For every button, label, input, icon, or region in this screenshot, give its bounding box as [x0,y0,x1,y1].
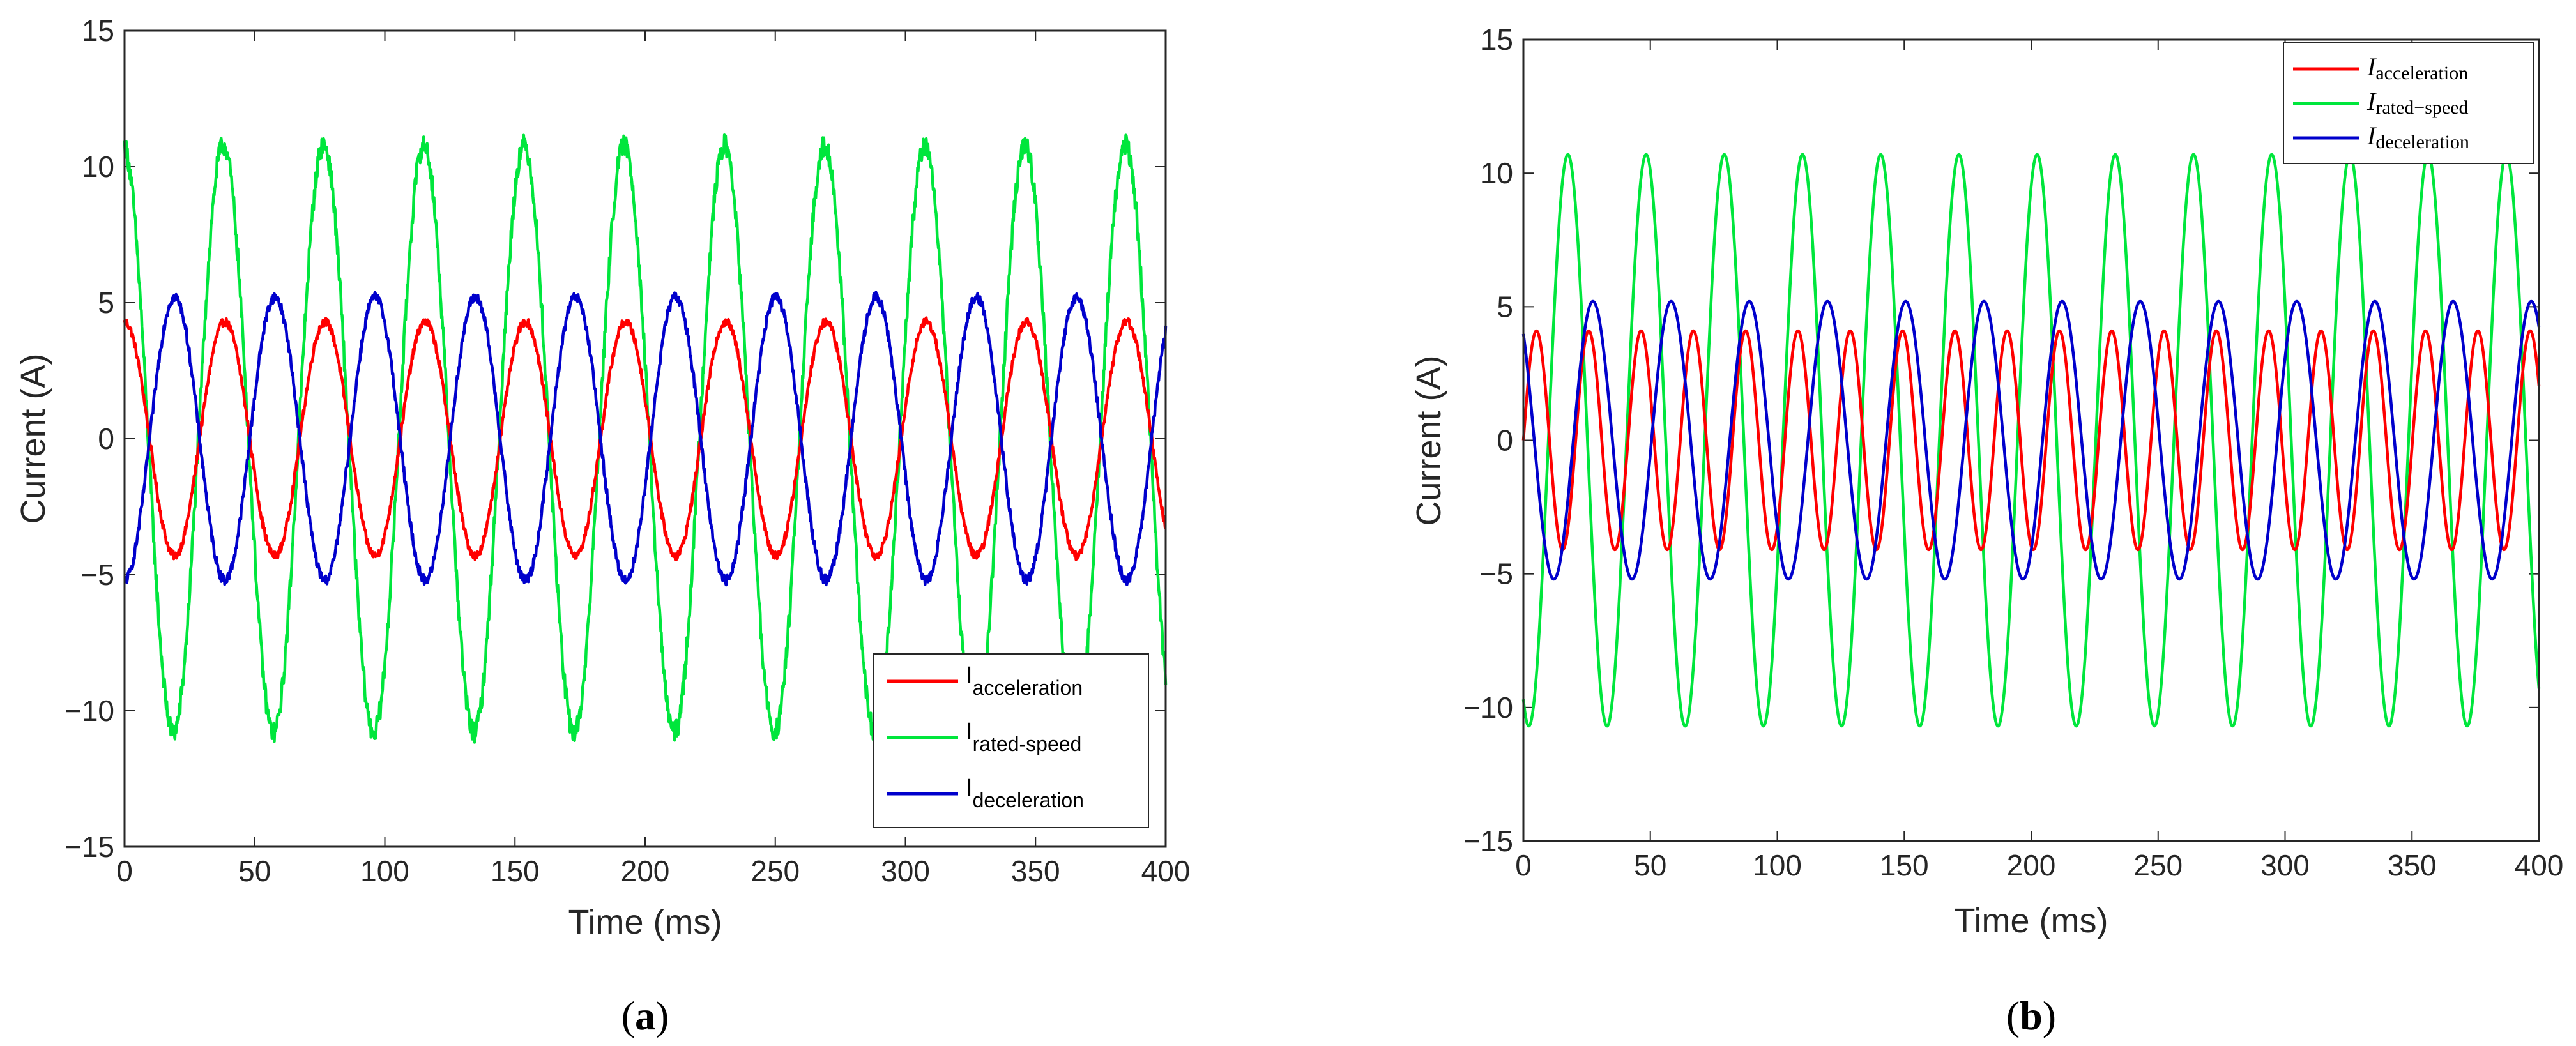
y-tick-label: 0 [98,422,114,455]
series-line-acceleration [123,316,1167,561]
caption-b-label: b [2020,993,2043,1038]
legend-sub-acceleration-a: acceleration [973,676,1083,699]
caption-b-open: ( [2006,993,2020,1038]
x-tick-label: 250 [2133,849,2183,882]
legend-sub-rated-speed-a: rated-speed [973,732,1082,755]
y-tick-label: 15 [82,14,114,47]
caption-a-label: a [635,993,655,1038]
y-tick-label: 5 [98,286,114,319]
caption-b-close: ) [2043,993,2056,1038]
x-tick-label: 50 [238,854,271,888]
series-group-b [1521,153,2541,728]
x-tick-label: 300 [881,854,930,888]
x-tick-label: 200 [621,854,670,888]
svg-text:Iacceleration: Iacceleration [2366,52,2468,84]
caption-a-close: ) [655,993,669,1038]
legend-a: Iacceleration Irated-speed Ideceleration [873,653,1149,828]
series-group-a [123,133,1168,744]
axes-box-b [1522,38,2540,842]
legend-main-deceleration-b: I [2366,121,2377,150]
x-tick-label: 0 [116,854,133,888]
x-axis-label-a: Time (ms) [568,903,722,941]
legend-sub-rated-speed-b: rated−speed [2375,97,2468,118]
x-tick-label: 200 [2007,849,2056,882]
series-line-deceleration [1521,299,2541,581]
x-tick-label: 350 [1011,854,1060,888]
legend-main-acceleration-a: I [966,662,973,689]
x-tick-label: 350 [2388,849,2437,882]
x-tick-label: 100 [1753,849,1802,882]
x-tick-label: 300 [2260,849,2310,882]
caption-a-open: ( [621,993,635,1038]
series-line-deceleration [123,291,1168,587]
svg-text:Ideceleration: Ideceleration [2366,121,2469,153]
axes-box-a [123,29,1167,848]
legend-main-deceleration-a: I [966,775,973,801]
y-tick-label: −5 [1480,557,1513,591]
legend-main-rated-speed-b: I [2366,87,2377,116]
x-tick-label: 0 [1515,849,1532,882]
legend-sub-deceleration-a: deceleration [973,789,1084,812]
x-tick-label: 400 [2515,849,2564,882]
y-tick-label: 5 [1497,290,1513,323]
y-tick-label: 10 [82,150,114,183]
y-tick-label: −5 [81,558,114,591]
x-tick-label: 50 [1634,849,1666,882]
y-tick-label: −10 [1463,691,1513,724]
x-tick-label: 150 [1880,849,1929,882]
legend-sub-deceleration-b: deceleration [2375,132,2469,153]
y-tick-label: 10 [1481,156,1513,190]
x-tick-label: 400 [1141,854,1191,888]
y-axis-label-a: Current (A) [14,353,52,524]
x-tick-label: 150 [491,854,540,888]
svg-text:Irated-speed: Irated-speed [966,718,1081,755]
y-tick-label: 15 [1481,23,1513,56]
legend-main-rated-speed-a: I [966,718,973,745]
y-tick-label: 0 [1497,424,1513,457]
y-axis-label-b: Current (A) [1410,355,1448,526]
caption-a: (a) [621,993,669,1038]
svg-text:Iacceleration: Iacceleration [966,662,1083,699]
legend-b: Iacceleration Irated−speed Ideceleration [2283,42,2534,164]
svg-text:Ideceleration: Ideceleration [966,775,1084,812]
y-tick-label: −10 [65,694,114,727]
series-line-rated-speed [1521,153,2541,728]
legend-main-acceleration-b: I [2366,52,2377,81]
legend-sub-acceleration-b: acceleration [2375,63,2468,84]
x-tick-label: 250 [751,854,800,888]
caption-b: (b) [2006,993,2056,1038]
svg-text:Irated−speed: Irated−speed [2366,87,2469,118]
x-axis-label-b: Time (ms) [1955,902,2108,940]
y-tick-label: −15 [1463,824,1513,858]
y-tick-label: −15 [65,830,114,863]
x-tick-label: 100 [360,854,409,888]
